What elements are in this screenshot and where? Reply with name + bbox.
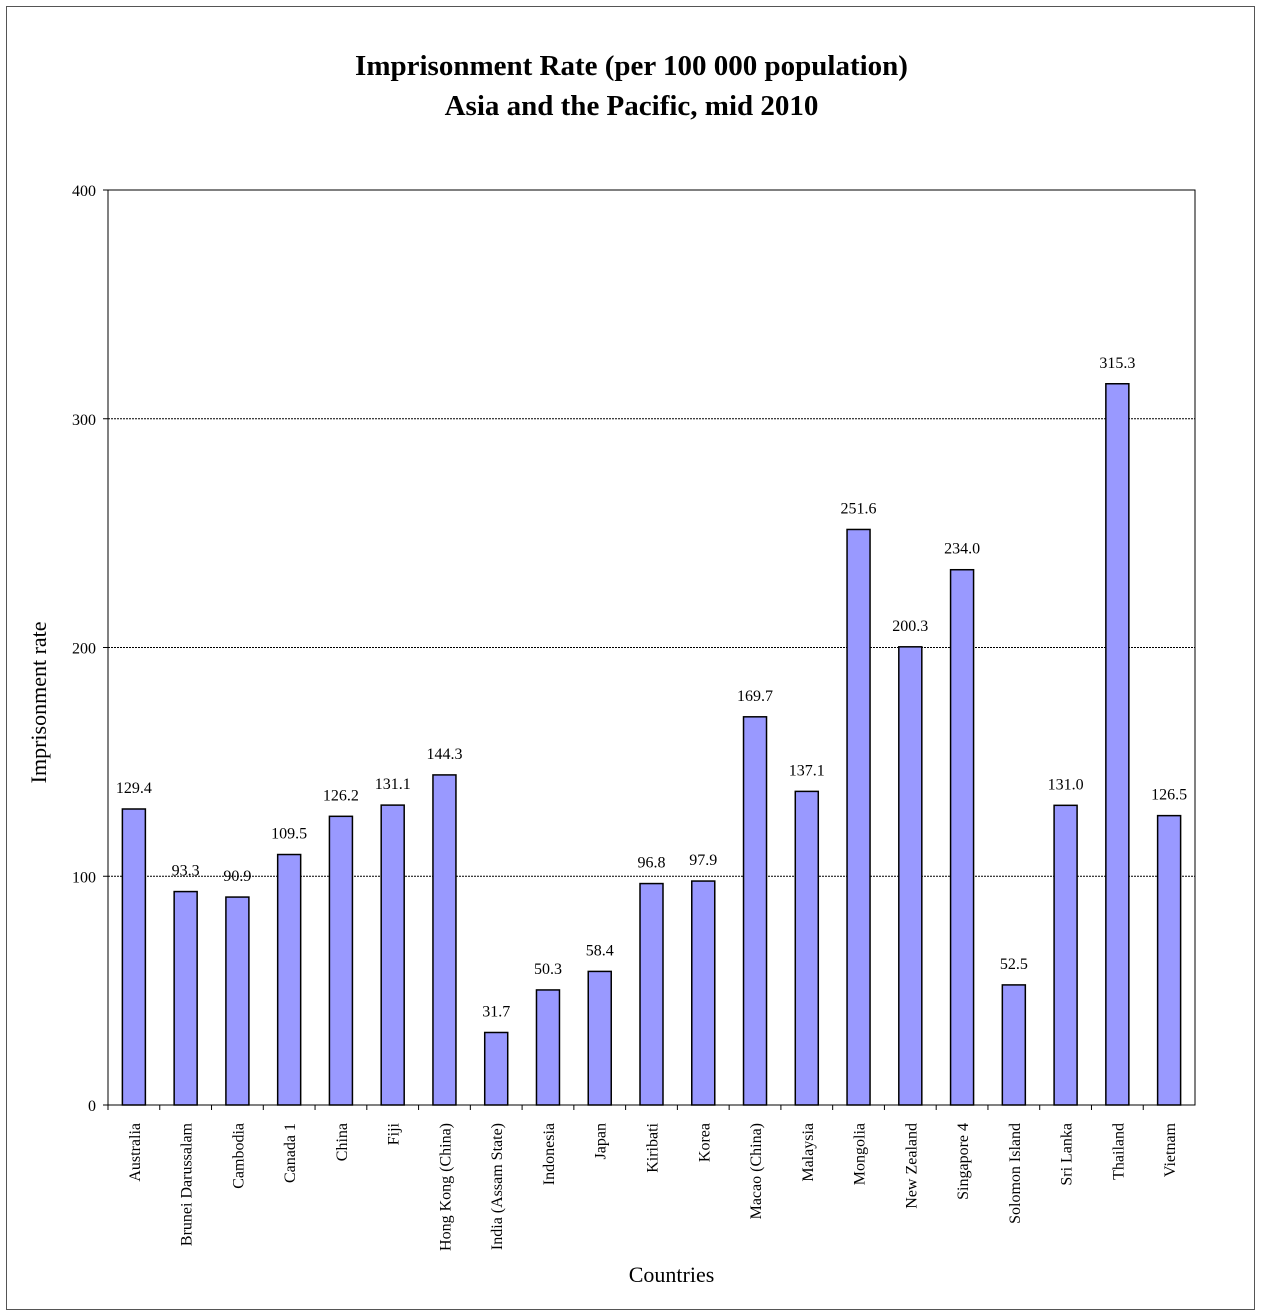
category-label: Cambodia [230,1123,247,1189]
y-axis-title: Imprisonment rate [26,621,51,783]
data-label: 126.2 [323,787,359,804]
bar [276,853,302,1106]
gridlines [108,418,1195,877]
category-label: Fiji [386,1122,403,1145]
bar [639,882,664,1106]
bar [535,989,561,1106]
bar [1001,984,1027,1106]
data-label: 131.1 [375,776,411,793]
plot-area-border [107,189,1196,1106]
data-label: 96.8 [638,855,666,872]
y-tick-label: 200 [72,641,96,658]
category-label: Malaysia [800,1123,817,1182]
data-label: 315.3 [1099,355,1135,372]
category-label: Singapore 4 [955,1123,972,1200]
chart-subtitle: Asia and the Pacific, mid 2010 [444,90,819,122]
bar [898,646,923,1106]
data-label: 234.0 [944,541,980,558]
category-label: India (Assam State) [489,1123,506,1250]
category-label: Macao (China) [748,1123,765,1219]
category-label: Canada 1 [282,1123,299,1183]
data-label: 200.3 [892,618,928,635]
y-tick-label: 100 [72,869,96,886]
data-label: 126.5 [1151,787,1187,804]
y-tick-label: 400 [72,183,96,200]
category-label: Hong Kong (China) [437,1123,454,1251]
bar [1105,383,1130,1106]
bar [587,970,612,1106]
data-label: 131.0 [1048,776,1084,793]
category-label: Vietnam [1162,1122,1179,1177]
y-tick-label: 0 [88,1098,96,1115]
category-label: New Zealand [903,1123,920,1209]
category-label: Brunei Darussalam [179,1122,196,1246]
data-label: 169.7 [737,688,773,705]
bar [691,880,716,1106]
category-label: Australia [127,1123,144,1182]
y-tick-label: 300 [72,412,96,429]
data-label: 109.5 [271,826,307,843]
data-label: 251.6 [841,500,877,517]
data-label: 137.1 [789,762,825,779]
data-label: 58.4 [586,942,614,959]
data-label: 31.7 [482,1003,510,1020]
bar [483,1031,509,1106]
bar [1053,804,1078,1106]
bar [432,774,457,1106]
data-labels: 129.4 93.3 90.9 109.5 126.2 131.1 144.3 31.7 50.… [116,355,1187,1021]
category-label: Mongolia [852,1123,869,1185]
category-label: Kiribati [645,1122,662,1172]
category-label: China [334,1123,351,1161]
category-labels: Australia Brunei Darussalam Cambodia Canada… [107,1105,1179,1251]
y-axis-ticks: 0 100 200 300 400 [72,183,108,1115]
data-label: 129.4 [116,780,152,797]
x-axis-title: Countries [629,1262,715,1287]
data-label: 144.3 [426,746,462,763]
bar [380,804,405,1106]
bar [225,896,250,1106]
bar [949,568,975,1106]
category-label: Japan [593,1123,610,1159]
bar [121,808,147,1106]
category-label: Thailand [1110,1123,1127,1180]
chart-title: Imprisonment Rate (per 100 000 populatio… [355,50,908,82]
bar [742,716,768,1106]
category-label: Sri Lanka [1059,1123,1076,1186]
bar [173,890,198,1106]
bar [846,528,871,1106]
data-label: 50.3 [534,961,562,978]
data-label: 52.5 [1000,956,1028,973]
category-label: Korea [696,1123,713,1162]
chart-frame [6,6,1255,1310]
category-label: Solomon Island [1007,1123,1024,1224]
data-label: 97.9 [689,852,717,869]
data-label: 90.9 [223,868,251,885]
bar [328,815,354,1106]
data-label: 93.3 [172,863,200,880]
bar [1156,814,1182,1106]
category-label: Indonesia [541,1123,558,1185]
bar [794,790,820,1106]
bars [121,383,1182,1106]
